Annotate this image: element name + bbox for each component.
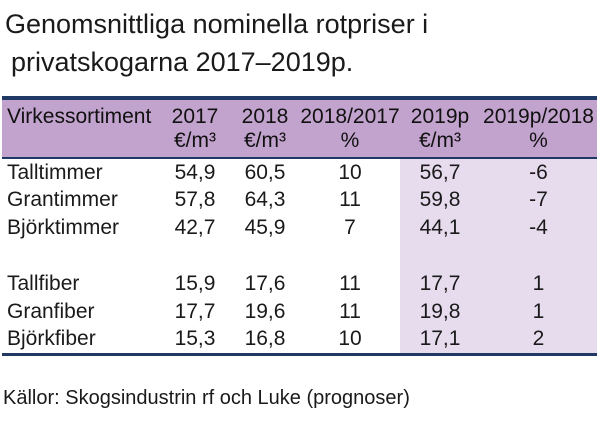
cell-change-2018-2017 bbox=[300, 242, 400, 270]
unit-2019p: €/m³ bbox=[400, 129, 480, 159]
unit-2017: €/m³ bbox=[160, 129, 230, 159]
cell-2018: 17,6 bbox=[244, 272, 286, 295]
page-title: Genomsnittliga nominella rotpriser i pri… bbox=[0, 0, 600, 81]
price-table: Virkessortiment 2017 2018 2018/2017 2019… bbox=[2, 96, 597, 356]
cell-change-2019p-2018: -4 bbox=[480, 214, 597, 242]
cell-2017: 42,7 bbox=[174, 216, 216, 239]
table-row-bjorkfiber: Björkfiber 15,3 16,8 10 17,1 2 bbox=[2, 326, 597, 356]
col-header-2019p: 2019p bbox=[400, 96, 480, 129]
table-row-grantimmer: Grantimmer 57,8 64,3 11 59,8 -7 bbox=[2, 186, 597, 214]
row-label: Talltimmer bbox=[7, 160, 103, 184]
table-row-talltimmer: Talltimmer 54,9 60,5 10 56,7 -6 bbox=[2, 158, 597, 186]
cell-2017: 54,9 bbox=[174, 160, 216, 184]
table-row-bjorktimmer: Björktimmer 42,7 45,9 7 44,1 -4 bbox=[2, 214, 597, 242]
cell-change-2018-2017: 11 bbox=[339, 188, 361, 211]
cell-2018: 19,6 bbox=[244, 300, 286, 323]
cell-2018: 16,8 bbox=[230, 326, 300, 356]
cell-2017 bbox=[160, 242, 230, 270]
header-unit-row: €/m³ €/m³ % €/m³ % bbox=[2, 129, 597, 159]
cell-2017: 57,8 bbox=[174, 188, 216, 211]
cell-change-2019p-2018: -7 bbox=[480, 186, 597, 214]
cell-2019p bbox=[400, 242, 480, 270]
cell-2017: 15,3 bbox=[160, 326, 230, 356]
cell-change-2019p-2018: 1 bbox=[480, 270, 597, 298]
col-header-2019p-2018: 2019p/2018 bbox=[480, 96, 597, 129]
price-table-container: Virkessortiment 2017 2018 2018/2017 2019… bbox=[2, 96, 598, 356]
page-title-line2: privatskogarna 2017–2019p. bbox=[11, 47, 354, 77]
cell-change-2019p-2018 bbox=[480, 242, 597, 270]
unit-2018: €/m³ bbox=[230, 129, 300, 159]
cell-change-2019p-2018: 2 bbox=[480, 326, 597, 356]
cell-change-2018-2017: 11 bbox=[339, 300, 361, 323]
row-label bbox=[2, 242, 160, 270]
cell-2019p: 56,7 bbox=[400, 158, 480, 186]
cell-2019p: 19,8 bbox=[400, 298, 480, 326]
col-header-2018-2017: 2018/2017 bbox=[300, 96, 400, 129]
col-header-2017: 2017 bbox=[160, 96, 230, 129]
cell-change-2018-2017: 7 bbox=[344, 216, 356, 239]
row-label: Björktimmer bbox=[7, 216, 120, 239]
row-label: Tallfiber bbox=[7, 272, 80, 295]
cell-2019p: 44,1 bbox=[400, 214, 480, 242]
cell-2019p: 59,8 bbox=[400, 186, 480, 214]
header-label-row: Virkessortiment 2017 2018 2018/2017 2019… bbox=[2, 96, 597, 129]
cell-2018: 45,9 bbox=[244, 216, 286, 239]
cell-2018 bbox=[230, 242, 300, 270]
cell-2019p: 17,1 bbox=[400, 326, 480, 356]
col-header-virkessortiment: Virkessortiment bbox=[2, 96, 160, 129]
row-label: Granfiber bbox=[7, 300, 95, 323]
unit-virkessortiment bbox=[2, 129, 160, 159]
cell-2019p: 17,7 bbox=[400, 270, 480, 298]
unit-2018-2017: % bbox=[300, 129, 400, 159]
col-header-2018: 2018 bbox=[230, 96, 300, 129]
page-title-line1: Genomsnittliga nominella rotpriser i bbox=[5, 9, 429, 39]
cell-change-2019p-2018: -6 bbox=[480, 158, 597, 186]
source-note: Källor: Skogsindustrin rf och Luke (prog… bbox=[3, 386, 410, 409]
unit-2019p-2018: % bbox=[480, 129, 597, 159]
row-label: Björkfiber bbox=[2, 326, 160, 356]
price-table-body: Talltimmer 54,9 60,5 10 56,7 -6 Grantimm… bbox=[2, 158, 597, 356]
cell-2018: 60,5 bbox=[244, 160, 286, 184]
table-row-tallfiber: Tallfiber 15,9 17,6 11 17,7 1 bbox=[2, 270, 597, 298]
table-row-spacer bbox=[2, 242, 597, 270]
cell-2017: 17,7 bbox=[174, 300, 216, 323]
cell-change-2019p-2018: 1 bbox=[480, 298, 597, 326]
cell-2018: 64,3 bbox=[244, 188, 286, 211]
cell-change-2018-2017: 11 bbox=[339, 272, 361, 295]
cell-2017: 15,9 bbox=[174, 272, 216, 295]
row-label: Grantimmer bbox=[7, 188, 118, 211]
cell-change-2018-2017: 10 bbox=[338, 160, 362, 184]
cell-change-2018-2017: 10 bbox=[300, 326, 400, 356]
price-table-header: Virkessortiment 2017 2018 2018/2017 2019… bbox=[2, 96, 597, 159]
table-row-granfiber: Granfiber 17,7 19,6 11 19,8 1 bbox=[2, 298, 597, 326]
